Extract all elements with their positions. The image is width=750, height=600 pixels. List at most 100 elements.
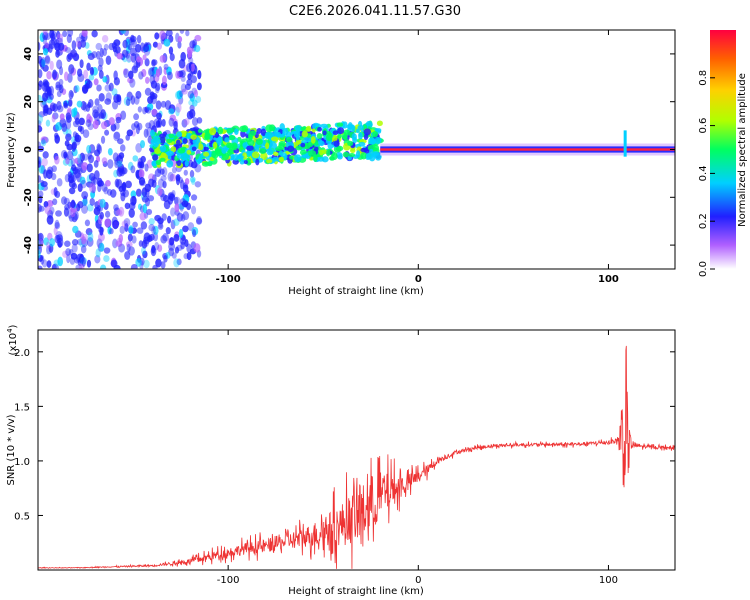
spectrogram-cell <box>87 154 95 164</box>
spectrogram-cell <box>77 166 83 175</box>
spectrogram-cell <box>130 165 136 174</box>
spectrogram-cell <box>42 92 49 102</box>
spectrogram-cell <box>243 160 248 165</box>
spectrogram-cell <box>148 173 155 181</box>
spectrogram-cell <box>162 180 167 189</box>
spectrogram-cell <box>97 64 103 72</box>
spectrogram-ytick-label: -40 <box>23 236 34 254</box>
spectrogram-cell <box>76 100 83 108</box>
spectrogram-cell <box>98 70 104 79</box>
spectrogram-cell <box>187 49 192 60</box>
spectrogram-cell <box>137 203 142 210</box>
spectrogram-cell <box>145 122 152 129</box>
spectrogram-cell <box>165 30 173 37</box>
spectrogram-cell <box>355 128 360 134</box>
spectrogram-cell <box>38 233 42 241</box>
spectrogram-cell <box>54 155 60 165</box>
spectrogram-cell <box>75 253 83 263</box>
spectrogram-cell <box>142 203 148 214</box>
spectrogram-cell <box>53 187 58 197</box>
spectrogram-cell <box>108 117 115 126</box>
spectrogram-cell <box>74 157 81 164</box>
spectrogram-cell <box>93 160 99 168</box>
spectrogram-cell <box>258 148 267 154</box>
spectrogram-cell <box>91 30 98 38</box>
spectrogram-cell <box>349 148 356 154</box>
spectrogram-cell <box>83 69 89 80</box>
snr-ylabel: SNR (10 * v/v) <box>6 414 17 485</box>
spectrogram-cell <box>181 153 189 161</box>
spectrogram-cell <box>127 161 134 171</box>
spectrogram-cell <box>64 47 72 54</box>
spectrogram-cell <box>146 208 153 216</box>
spectrogram-cell <box>40 180 48 188</box>
spectrogram-cell <box>276 132 282 137</box>
spectrogram-cell <box>197 128 203 134</box>
spectrogram-cell <box>154 32 160 40</box>
spectrogram-cell <box>41 157 48 167</box>
spectrogram-cell <box>104 218 111 228</box>
spectrogram-cell <box>41 58 46 68</box>
spectrogram-cell <box>151 59 158 66</box>
spectrogram-cell <box>44 205 52 215</box>
spectrogram-cell <box>177 147 186 154</box>
spectrogram-cell <box>188 56 194 65</box>
spectrogram-cell <box>77 68 83 77</box>
spectrogram-xlabel: Height of straight line (km) <box>288 286 424 297</box>
spectrogram-cell <box>70 158 76 167</box>
spectrogram-cell <box>81 191 89 200</box>
spectrogram-cell <box>77 183 83 192</box>
spectrogram-cell <box>75 40 82 48</box>
spectrogram-cell <box>114 159 119 169</box>
spectrogram-cell <box>88 74 95 81</box>
spectrogram-cell <box>147 103 154 111</box>
spectrogram-cell <box>179 30 185 34</box>
spectrogram-cell <box>287 145 295 152</box>
spectrogram-cell <box>293 154 302 163</box>
spectrogram-cell <box>55 210 62 217</box>
spectrogram-cell <box>269 124 276 132</box>
spectrogram-cell <box>201 161 210 167</box>
spectrogram-region-stable-carrier <box>380 143 675 156</box>
spectrogram-cell <box>88 99 94 108</box>
spectrogram-cell <box>273 151 279 157</box>
spectrogram-cell <box>168 46 174 55</box>
spectrogram-cell <box>113 70 118 81</box>
spectrogram-cell <box>355 150 361 158</box>
spectrogram-cell <box>141 69 147 78</box>
spectrogram-cell <box>46 169 53 180</box>
spectrogram-cell <box>67 72 73 83</box>
spectrogram-cell <box>139 212 147 221</box>
spectrogram-ytick-label: 20 <box>23 95 34 109</box>
spectrogram-cell <box>107 159 114 169</box>
spectrogram-cell <box>156 112 162 120</box>
spectrogram-cell <box>125 241 133 248</box>
spectrogram-cell <box>136 227 144 234</box>
spectrogram-cell <box>186 79 193 86</box>
spectrogram-cell <box>332 134 338 142</box>
spectrogram-cell <box>123 68 130 79</box>
spectrogram-cell <box>135 124 140 135</box>
spectrogram-cell <box>135 257 142 267</box>
spectrogram-cell <box>122 39 128 49</box>
spectrogram-cell <box>95 42 103 50</box>
spectrogram-cell <box>170 207 176 217</box>
spectrogram-cell <box>189 170 195 178</box>
spectrogram-cell <box>161 167 168 177</box>
spectrogram-cell <box>89 183 96 193</box>
spectrogram-cell <box>198 143 204 151</box>
spectrogram-cell <box>173 258 180 268</box>
spectrogram-cell <box>333 140 340 147</box>
spectrogram-cell <box>226 149 232 156</box>
spectrogram-cell <box>255 138 263 145</box>
colorbar-gradient <box>710 30 736 269</box>
spectrogram-cell <box>99 198 106 208</box>
spectrogram-cell <box>46 86 52 96</box>
spectrogram-cell <box>100 135 106 144</box>
spectrogram-cell <box>101 157 108 165</box>
spectrogram-cell <box>167 71 173 80</box>
spectrogram-cell <box>167 192 174 200</box>
spectrogram-cell <box>69 257 76 265</box>
spectrogram-cell <box>186 110 194 120</box>
spectrogram-cell <box>167 171 174 182</box>
